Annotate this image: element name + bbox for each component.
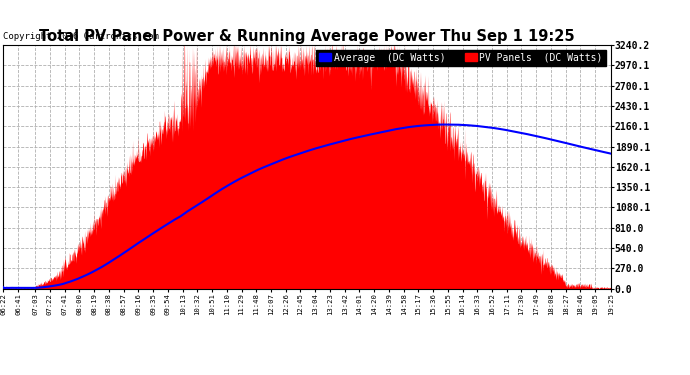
Text: Copyright 2016 Cartronics.com: Copyright 2016 Cartronics.com — [3, 32, 159, 41]
Title: Total PV Panel Power & Running Average Power Thu Sep 1 19:25: Total PV Panel Power & Running Average P… — [39, 29, 575, 44]
Legend: Average  (DC Watts), PV Panels  (DC Watts): Average (DC Watts), PV Panels (DC Watts) — [316, 50, 606, 66]
